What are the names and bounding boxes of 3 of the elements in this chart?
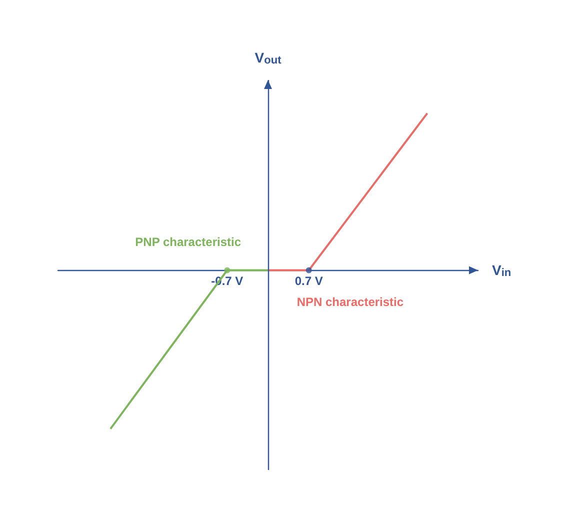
x-tick-label: 0.7 V [294, 274, 323, 288]
series-label: PNP characteristic [135, 235, 242, 250]
text: NPN characteristic [296, 295, 404, 310]
